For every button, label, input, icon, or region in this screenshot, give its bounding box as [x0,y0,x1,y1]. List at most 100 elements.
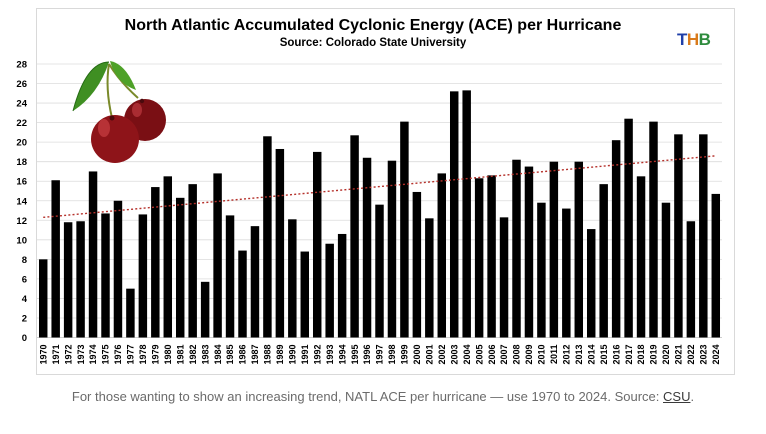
caption-end: . [690,389,695,404]
bar-1990 [288,219,297,338]
bar-2018 [636,176,646,338]
y-tick-label: 12 [16,216,27,227]
chart-subtitle: Source: Colorado State University [279,37,467,49]
bar-2016 [611,140,621,338]
x-tick-label: 1974 [88,345,98,365]
x-tick-label: 2015 [599,345,609,365]
bar-2014 [586,229,596,338]
x-tick-label: 1985 [225,345,235,365]
x-tick-label: 1989 [275,345,285,365]
y-tick-label: 16 [16,177,27,188]
bar-2017 [624,118,633,338]
x-tick-label: 2013 [574,345,584,365]
x-tick-label: 2020 [661,345,671,365]
bar-2007 [499,217,509,338]
bar-1985 [225,215,235,338]
bar-1992 [312,151,322,338]
x-tick-label: 1971 [51,345,61,365]
x-tick-label: 1978 [138,345,148,365]
cherries-icon [72,61,166,163]
x-tick-label: 2003 [449,345,459,365]
bar-2013 [574,161,584,338]
bar-1979 [151,187,160,338]
x-tick-label: 1979 [151,345,161,365]
bars [38,90,721,338]
bar-1988 [263,136,272,338]
y-tick-label: 4 [22,294,28,305]
bar-1971 [51,180,60,338]
bar-2012 [562,208,571,338]
x-tick-label: 1976 [113,345,123,365]
bar-1986 [238,250,247,338]
x-tick-label: 2021 [674,345,684,365]
x-tick-label: 1999 [400,345,410,365]
bar-2015 [599,184,608,338]
x-tick-label: 2023 [699,345,709,365]
y-tick-label: 28 [16,60,27,71]
bar-2010 [537,202,546,338]
x-tick-label: 1993 [325,345,335,365]
bar-2024 [711,193,721,338]
x-tick-label: 1983 [200,345,210,365]
bar-1991 [300,251,310,338]
x-tick-label: 1977 [126,345,136,365]
x-tick-label: 2016 [611,345,621,365]
x-tick-label: 2007 [499,345,509,365]
bar-2008 [512,159,521,338]
x-tick-label: 1981 [175,345,185,365]
x-axis-ticks: 1970 1971 1972 1973 1974 1975 1976 1977 1978 1979… [38,345,721,365]
bar-2020 [661,202,671,338]
y-tick-label: 18 [16,157,27,168]
x-tick-label: 2006 [487,345,497,365]
bar-1983 [200,281,210,338]
bar-1996 [362,157,372,338]
trendline [43,155,716,219]
bar-2021 [674,134,683,338]
x-tick-label: 2017 [624,345,634,365]
x-tick-label: 1994 [337,345,347,365]
bar-2019 [649,121,658,338]
bar-1975 [101,213,110,338]
x-tick-label: 1972 [63,345,73,365]
bar-2003 [449,91,459,338]
bar-1980 [163,176,173,338]
bar-1993 [325,243,334,338]
x-tick-label: 2024 [711,345,721,365]
y-tick-label: 24 [16,99,27,110]
x-tick-label: 2001 [425,345,435,365]
x-tick-label: 1988 [263,345,273,365]
y-tick-label: 0 [22,333,27,344]
x-tick-label: 2019 [649,345,659,365]
x-tick-label: 2014 [586,345,596,365]
figure-caption: For those wanting to show an increasing … [0,387,766,407]
bar-1982 [188,184,197,338]
x-tick-label: 1996 [362,345,372,365]
x-tick-label: 2011 [549,345,559,365]
x-tick-label: 1997 [375,345,385,365]
bar-2006 [487,175,496,338]
bar-1976 [113,200,123,338]
bar-2004 [462,90,471,338]
x-tick-label: 1990 [288,345,298,365]
chart-title: North Atlantic Accumulated Cyclonic Ener… [124,17,622,34]
x-tick-label: 1973 [76,345,86,365]
x-tick-label: 1984 [213,345,223,365]
x-tick-label: 1970 [38,345,48,365]
x-tick-label: 2008 [512,345,522,365]
bar-2002 [437,173,447,338]
x-tick-label: 1991 [300,345,310,365]
x-tick-label: 2018 [636,345,646,365]
y-tick-label: 14 [16,196,27,207]
y-tick-label: 26 [16,79,27,90]
bar-1994 [337,233,347,338]
x-tick-label: 1982 [188,345,198,365]
bar-1978 [138,214,148,338]
y-tick-label: 22 [16,118,27,129]
bar-1981 [175,197,185,338]
x-tick-label: 2010 [537,345,547,365]
x-tick-label: 2012 [562,345,572,365]
bar-1989 [275,148,285,338]
bar-1987 [250,226,260,338]
source-link[interactable]: CSU [663,389,691,404]
bar-2001 [425,218,434,338]
